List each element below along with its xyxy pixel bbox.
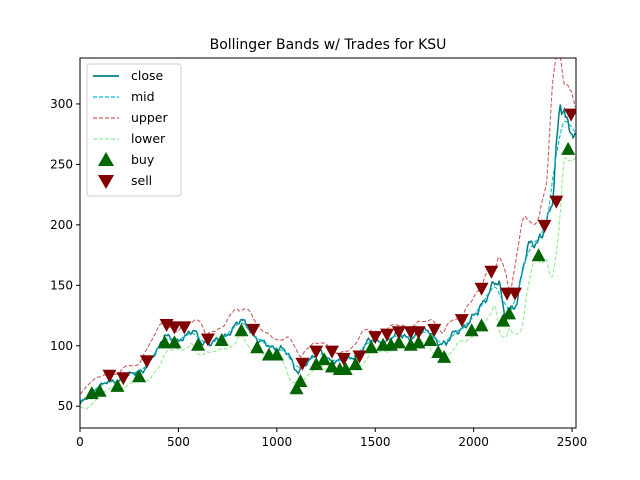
x-tick-label: 2500 bbox=[557, 435, 588, 449]
sell-marker bbox=[454, 314, 469, 328]
y-tick-label: 150 bbox=[50, 278, 73, 292]
sell-marker bbox=[352, 350, 367, 364]
sell-marker bbox=[295, 357, 310, 371]
sell-marker bbox=[177, 321, 192, 335]
axes: 0 500 1000 1500 2000 2500 50 100 150 200 250 300 bbox=[50, 97, 587, 449]
buy-marker bbox=[289, 381, 304, 395]
legend-label-upper: upper bbox=[131, 110, 168, 125]
sell-marker bbox=[246, 323, 261, 337]
y-tick-label: 300 bbox=[50, 97, 73, 111]
sell-marker bbox=[102, 369, 117, 383]
buy-marker bbox=[317, 352, 332, 366]
sell-marker bbox=[139, 355, 154, 369]
sell-marker bbox=[200, 333, 215, 347]
y-tick-label: 100 bbox=[50, 339, 73, 353]
x-tick-label: 500 bbox=[167, 435, 190, 449]
buy-marker bbox=[157, 335, 172, 349]
buy-marker bbox=[348, 357, 363, 371]
buy-marker bbox=[474, 318, 489, 332]
buy-marker bbox=[250, 340, 265, 354]
sell-marker bbox=[368, 331, 383, 345]
legend-marker-buy bbox=[98, 152, 114, 166]
legend-label-lower: lower bbox=[131, 131, 166, 146]
buy-marker bbox=[423, 332, 438, 346]
legend-label-mid: mid bbox=[131, 89, 155, 104]
sell-marker bbox=[427, 323, 442, 337]
buy-marker bbox=[437, 349, 452, 363]
sell-marker bbox=[391, 326, 406, 340]
sell-marker bbox=[324, 345, 339, 359]
sell-marker bbox=[484, 265, 499, 279]
series-lower-line bbox=[80, 156, 576, 410]
buy-marker bbox=[338, 361, 353, 375]
sell-marker bbox=[549, 195, 564, 209]
x-tick-label: 0 bbox=[76, 435, 84, 449]
legend-label-buy: buy bbox=[131, 152, 155, 167]
buy-marker bbox=[214, 332, 229, 346]
x-tick-label: 1000 bbox=[262, 435, 293, 449]
sell-marker bbox=[507, 287, 522, 301]
legend: close mid upper lower buy sell bbox=[86, 63, 182, 197]
x-tick-label: 1500 bbox=[360, 435, 391, 449]
buy-marker bbox=[324, 359, 339, 373]
buy-marker bbox=[293, 374, 308, 388]
buy-marker bbox=[561, 141, 576, 155]
buy-marker bbox=[110, 378, 125, 392]
plot-frame bbox=[79, 57, 577, 429]
sell-marker bbox=[380, 328, 395, 342]
sell-marker bbox=[309, 345, 324, 359]
y-tick-label: 50 bbox=[58, 399, 73, 413]
buy-marker bbox=[411, 335, 426, 349]
chart-title: Bollinger Bands w/ Trades for KSU bbox=[210, 37, 447, 53]
plot-area bbox=[80, 58, 576, 410]
buy-marker bbox=[191, 337, 206, 351]
buy-marker bbox=[464, 323, 479, 337]
legend-label-sell: sell bbox=[131, 173, 152, 188]
buy-marker bbox=[391, 335, 406, 349]
sell-marker bbox=[474, 282, 489, 296]
buy-marker bbox=[531, 248, 546, 262]
y-tick-label: 250 bbox=[50, 157, 73, 171]
sell-marker bbox=[537, 219, 552, 233]
buy-marker bbox=[269, 347, 284, 361]
buy-marker bbox=[132, 369, 147, 383]
buy-marker bbox=[167, 335, 182, 349]
buy-marker bbox=[234, 323, 249, 337]
buy-marker bbox=[502, 306, 517, 320]
buy-marker bbox=[309, 357, 324, 371]
x-tick-label: 2000 bbox=[458, 435, 489, 449]
legend-label-close: close bbox=[131, 68, 164, 83]
sell-marker bbox=[336, 352, 351, 366]
sell-marker bbox=[116, 372, 131, 386]
y-tick-label: 200 bbox=[50, 218, 73, 232]
buy-marker bbox=[92, 383, 107, 397]
sell-marker bbox=[564, 108, 576, 122]
sell-marker bbox=[411, 326, 426, 340]
buy-marker bbox=[364, 340, 379, 354]
legend-marker-sell bbox=[98, 175, 114, 189]
sell-marker bbox=[167, 321, 182, 335]
buy-marker bbox=[496, 313, 511, 327]
